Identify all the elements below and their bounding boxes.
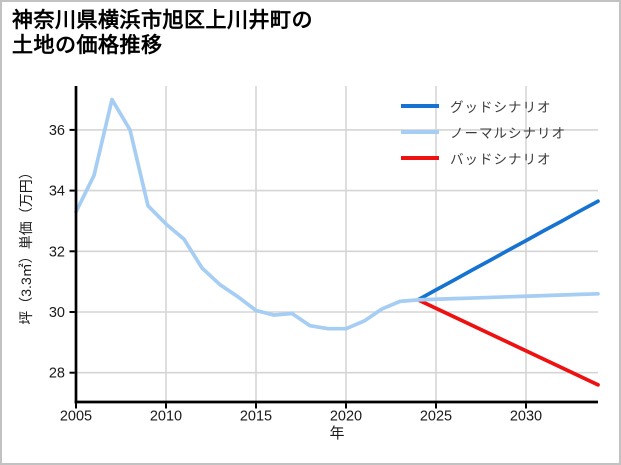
legend-label-good-scenario: グッドシナリオ [450, 100, 552, 115]
legend-item-bad-scenario: バッドシナリオ [401, 145, 566, 171]
x-tick-label: 2030 [510, 409, 542, 425]
y-tick-label: 36 [49, 123, 65, 139]
good-scenario-line-marker [401, 104, 439, 108]
x-tick-label: 2005 [60, 409, 92, 425]
x-tick-labels: 2005 2010 2015 2020 2025 2030 [60, 409, 542, 425]
y-tick-label: 28 [49, 366, 65, 382]
gridlines [76, 86, 598, 402]
tick-marks [69, 128, 527, 409]
normal-scenario-line-marker [401, 130, 439, 134]
bad-scenario-line-marker [401, 156, 439, 160]
good-scenario-line [416, 199, 600, 302]
x-tick-label: 2010 [150, 409, 182, 425]
x-tick-label: 2015 [240, 409, 272, 425]
chart-title-line2: 土地の価格推移 [12, 34, 163, 57]
legend: グッドシナリオ ノーマルシナリオ バッドシナリオ [401, 93, 566, 171]
legend-item-normal-scenario: ノーマルシナリオ [401, 119, 566, 145]
chart-title-line1: 神奈川県横浜市旭区上川井町の [12, 9, 313, 32]
legend-label-bad-scenario: バッドシナリオ [450, 152, 552, 167]
y-tick-label: 30 [49, 305, 65, 321]
x-tick-label: 2025 [420, 409, 452, 425]
legend-label-normal-scenario: ノーマルシナリオ [450, 126, 566, 141]
normal-scenario-line [416, 291, 600, 302]
price-history-line [74, 97, 420, 331]
x-axis-label: 年 [329, 425, 345, 442]
y-tick-labels: 28 30 32 34 36 [49, 123, 65, 382]
y-tick-label: 34 [49, 184, 65, 200]
x-tick-label: 2020 [330, 409, 362, 425]
y-tick-label: 32 [49, 244, 65, 260]
chart-title: 神奈川県横浜市旭区上川井町の 土地の価格推移 [12, 8, 313, 58]
bad-scenario-line [416, 298, 600, 387]
legend-item-good-scenario: グッドシナリオ [401, 93, 566, 119]
y-axis-label: 坪（3.3㎡）単価（万円） [18, 165, 34, 325]
series-lines [74, 97, 600, 387]
